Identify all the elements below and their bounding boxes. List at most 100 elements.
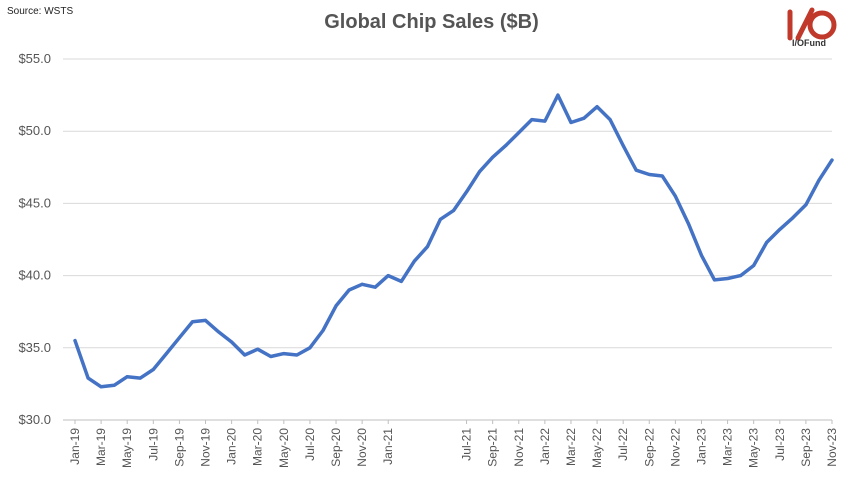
data-point [412,259,416,263]
data-point [778,227,782,231]
data-point [491,155,495,159]
data-point [321,328,325,332]
y-axis-ticks: $55.0 $50.0 $45.0 $40.0 $35.0 $30.0 [18,51,51,427]
data-point [230,340,234,344]
data-point [830,158,834,162]
x-tick-label: Jan-22 [538,428,552,465]
x-tick-label: Jul-23 [773,428,787,461]
y-tick-label: $30.0 [18,412,51,427]
data-point [452,209,455,213]
data-point [217,330,221,334]
data-point [308,346,312,350]
x-tick-label: Jan-21 [381,428,395,465]
x-tick-label: May-22 [590,428,604,468]
data-point [151,367,155,371]
source-note: Source: WSTS [7,6,74,17]
data-point [399,279,403,283]
data-point [660,174,664,178]
data-point [177,336,181,340]
data-point [791,216,795,220]
x-tick-label: Jul-19 [146,428,160,461]
data-point [347,288,351,292]
x-tick-label: Sep-20 [329,428,343,467]
data-point [99,385,103,389]
data-point [282,352,286,356]
data-point [190,320,194,324]
gridlines [63,58,832,349]
data-point [465,190,469,194]
x-tick-label: Sep-22 [642,428,656,467]
chart-title: Global Chip Sales ($B) [324,11,539,33]
x-tick-label: Jan-23 [694,428,708,465]
data-point [73,339,77,343]
x-tick-label: Nov-19 [199,428,213,467]
data-point [739,274,743,278]
x-tick-label: Jan-19 [68,428,82,465]
x-tick-label: May-23 [747,428,761,468]
data-point [204,318,208,322]
x-tick-label: Mar-20 [251,428,265,466]
x-tick-label: Sep-21 [486,428,500,467]
x-tick-label: Sep-23 [799,428,813,467]
data-point [817,178,821,182]
x-tick-label: Jul-22 [616,428,630,461]
data-point [713,278,717,282]
data-point [334,304,338,308]
x-tick-label: Nov-21 [512,428,526,467]
data-point [138,376,142,380]
data-point [360,282,364,286]
x-tick-label: Mar-19 [94,428,108,466]
data-point [765,240,769,244]
logo-text: I/OFund [792,38,826,48]
data-point [373,285,377,289]
data-points [73,93,834,389]
data-point [112,383,116,387]
x-tick-label: Sep-19 [172,428,186,467]
y-tick-label: $45.0 [18,195,51,210]
x-tick-label: May-19 [120,428,134,468]
x-tick-label: Mar-23 [721,428,735,466]
x-tick-label: Jul-21 [460,428,474,461]
data-point [582,116,586,120]
data-point [556,93,560,97]
x-tick-label: Jul-20 [303,428,317,461]
data-point [243,353,247,357]
data-point [686,222,690,226]
data-point [621,144,625,148]
x-tick-label: Jan-20 [225,428,239,465]
io-fund-logo-icon [787,7,837,41]
data-point [673,194,677,198]
data-point [569,121,573,125]
data-point [504,144,508,148]
data-point [517,131,521,135]
data-point [256,347,260,351]
data-point [438,217,442,221]
data-point [608,118,612,122]
data-point [478,170,482,174]
data-point [530,118,534,122]
data-point [125,375,129,379]
data-point [543,119,547,123]
data-point [595,105,599,109]
data-point [634,168,638,172]
data-point [726,276,730,280]
x-tick-label: Nov-22 [668,428,682,467]
data-point [752,263,756,267]
data-point [269,354,273,358]
x-tick-label: Mar-22 [564,428,578,466]
data-point [699,253,703,257]
x-axis-ticks: Jan-19 Mar-19 May-19 Jul-19 Sep-19 Nov-19 Jan-… [68,420,839,468]
data-point [86,376,90,380]
x-tick-label: May-20 [277,428,291,468]
y-tick-label: $55.0 [18,51,51,66]
data-point [164,352,168,356]
x-tick-label: Nov-23 [825,428,839,467]
x-tick-label: Nov-20 [355,428,369,467]
data-point [386,274,390,278]
data-point [295,353,299,357]
data-point [804,203,808,207]
series-line-global-chip-sales [73,93,834,389]
data-point [647,173,651,177]
y-tick-label: $35.0 [18,340,51,355]
